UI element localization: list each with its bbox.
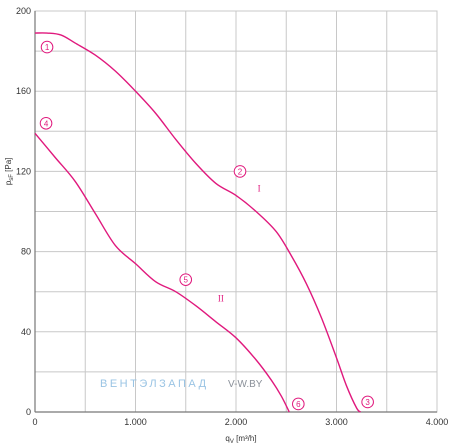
marker-circle — [179, 273, 193, 286]
y-axis-label-sub: sF — [9, 174, 15, 181]
x-axis-label-sub: V — [230, 439, 234, 445]
series-line-2 — [34, 132, 290, 413]
curve-point-marker: 4 — [39, 116, 53, 130]
x-tick-label: 1.000 — [124, 417, 147, 427]
marker-circle — [40, 40, 54, 54]
x-axis-label-main: q — [225, 434, 229, 443]
watermark-brand: ВЕНТЭЛЗАПАД — [100, 378, 209, 390]
series-line-1 — [34, 32, 362, 413]
y-tick-label: 80 — [21, 247, 31, 257]
curve-point-marker: 6 — [292, 397, 305, 411]
watermark-site: V-W.BY — [228, 379, 263, 390]
axes — [34, 11, 437, 413]
marker-circle — [233, 165, 247, 178]
y-axis-label-unit: [Pa] — [4, 158, 13, 174]
y-tick-label: 40 — [21, 327, 31, 337]
y-tick-label: 160 — [16, 86, 31, 96]
watermark: ВЕНТЭЛЗАПАД V-W.BY — [100, 378, 263, 390]
y-axis-label-main: p — [4, 180, 13, 185]
grid — [34, 10, 438, 413]
axis-labels: qV [m³/h] psF [Pa] — [4, 158, 257, 445]
curve-point-marker: 5 — [179, 273, 193, 286]
marker-label: 5 — [184, 276, 189, 285]
x-tick-label: 0 — [32, 417, 37, 427]
x-tick-label: 4.000 — [426, 417, 449, 427]
series-label: II — [218, 294, 224, 304]
curve-point-marker: 1 — [40, 40, 54, 54]
x-tick-label: 2.000 — [225, 417, 248, 427]
marker-label: 3 — [365, 398, 370, 407]
curve-markers: 1 2 3 4 5 6 — [39, 40, 374, 411]
series-label: I — [258, 183, 261, 193]
series: III — [34, 32, 362, 413]
curve-point-marker: 2 — [233, 165, 247, 178]
x-tick-label: 3.000 — [325, 417, 348, 427]
marker-label: 1 — [45, 43, 50, 52]
marker-circle — [361, 395, 374, 409]
x-axis-label: qV [m³/h] — [225, 434, 256, 445]
tick-labels: 0 1.000 2.000 3.000 4.000 0 40 80 120 160 200 — [16, 6, 448, 427]
marker-circle — [292, 397, 305, 411]
marker-label: 6 — [296, 400, 301, 409]
marker-circle — [39, 116, 53, 130]
y-tick-label: 120 — [16, 166, 31, 176]
y-tick-label: 0 — [26, 407, 31, 417]
marker-label: 4 — [44, 119, 49, 128]
y-axis-label: psF [Pa] — [4, 158, 15, 186]
y-tick-label: 200 — [16, 6, 31, 16]
marker-label: 2 — [238, 167, 243, 176]
curve-point-marker: 3 — [361, 395, 374, 409]
x-axis-label-unit: [m³/h] — [234, 434, 257, 443]
